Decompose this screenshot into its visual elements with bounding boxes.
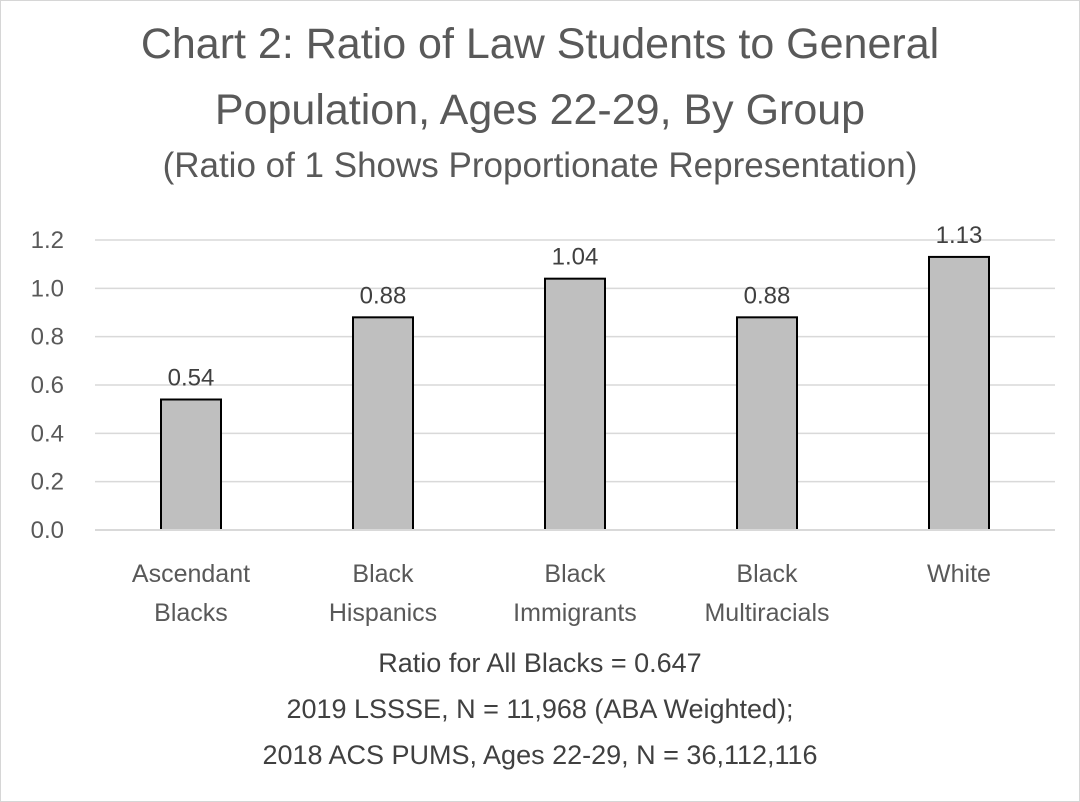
y-tick-label: 0.8 bbox=[31, 324, 64, 351]
y-tick-label: 0.0 bbox=[31, 517, 64, 544]
bar bbox=[160, 398, 222, 531]
y-tick-label: 1.0 bbox=[31, 275, 64, 302]
x-category-label: Black bbox=[544, 560, 606, 588]
y-tick-label: 0.4 bbox=[31, 420, 64, 447]
y-tick-label: 0.6 bbox=[31, 372, 64, 399]
chart-title-line-1: Chart 2: Ratio of Law Students to Genera… bbox=[140, 20, 940, 68]
x-category-label: Ascendant bbox=[132, 560, 250, 588]
footnote-all-blacks-ratio: Ratio for All Blacks = 0.647 bbox=[378, 648, 702, 678]
chart-title-line-2: Population, Ages 22-29, By Group bbox=[214, 86, 866, 134]
x-category-label: Black bbox=[736, 560, 798, 588]
data-label: 1.04 bbox=[552, 244, 599, 271]
chart-subtitle: (Ratio of 1 Shows Proportionate Represen… bbox=[162, 146, 918, 185]
footnote-lssse-source: 2019 LSSSE, N = 11,968 (ABA Weighted); bbox=[286, 694, 794, 724]
footnote-acs-source: 2018 ACS PUMS, Ages 22-29, N = 36,112,11… bbox=[262, 740, 818, 770]
data-label: 0.88 bbox=[744, 282, 791, 309]
bar bbox=[352, 316, 414, 532]
data-label: 0.54 bbox=[168, 365, 215, 392]
x-category-label: Multiracials bbox=[704, 599, 829, 627]
y-tick-label: 0.2 bbox=[31, 469, 64, 496]
y-tick-label: 1.2 bbox=[31, 227, 64, 254]
data-label: 1.13 bbox=[936, 222, 983, 249]
x-category-label: Black bbox=[352, 560, 414, 588]
bar bbox=[928, 255, 990, 531]
x-category-label: Blacks bbox=[154, 599, 228, 627]
x-category-label: Hispanics bbox=[329, 599, 437, 627]
bar bbox=[736, 316, 798, 532]
bar bbox=[544, 277, 606, 531]
x-category-label: Immigrants bbox=[513, 599, 637, 627]
x-category-label: White bbox=[927, 560, 991, 588]
data-label: 0.88 bbox=[360, 282, 407, 309]
